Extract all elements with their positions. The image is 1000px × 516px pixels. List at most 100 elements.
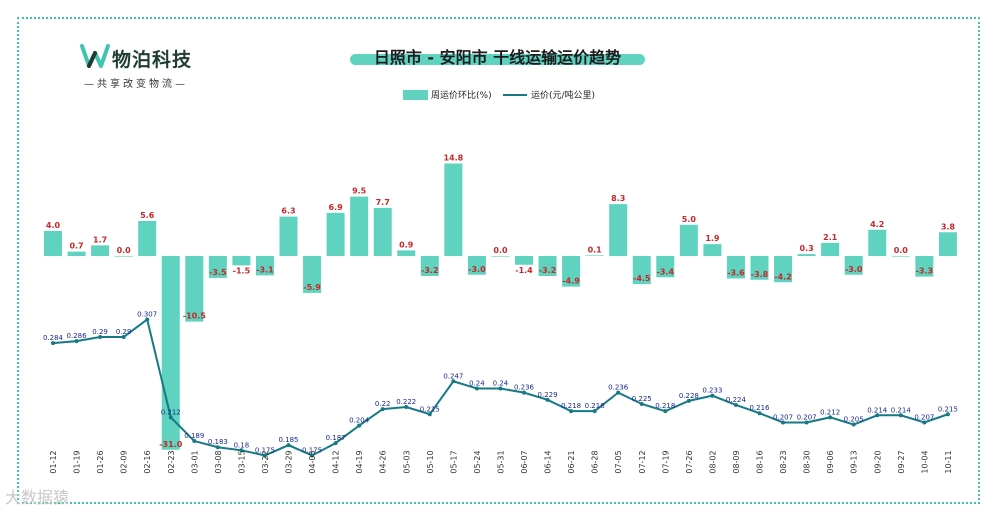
legend-bar-label: 周运价环比(%)	[431, 91, 492, 101]
line-point	[710, 393, 715, 398]
bar	[373, 207, 392, 256]
bar	[208, 256, 227, 278]
line-value-label: 0.212	[820, 408, 840, 416]
line-point	[333, 441, 338, 446]
bar	[938, 232, 957, 256]
bar-value-label: 5.6	[140, 211, 155, 220]
x-tick-label: 09-20	[873, 450, 882, 473]
bar	[609, 204, 628, 256]
line-point	[663, 409, 668, 414]
bar-value-label: -3.2	[539, 266, 557, 275]
line-value-label: 0.218	[585, 402, 605, 410]
legend-bar-swatch	[403, 90, 428, 100]
bar	[114, 256, 133, 257]
line-value-label: 0.214	[891, 406, 912, 414]
line-point	[121, 335, 126, 339]
bar-value-label: -10.5	[183, 312, 206, 321]
bar	[679, 224, 698, 256]
line-point	[51, 341, 55, 346]
line-value-label: 0.286	[67, 332, 88, 340]
bar	[67, 251, 86, 256]
line-point	[380, 407, 385, 412]
line-value-label: 0.207	[773, 413, 793, 421]
bar-value-label: -4.9	[562, 277, 580, 286]
bar	[255, 256, 274, 276]
line-point	[357, 423, 362, 428]
line-point	[569, 409, 574, 414]
bar	[515, 256, 533, 265]
bar	[350, 196, 369, 256]
bar	[467, 256, 486, 275]
bar	[91, 245, 110, 256]
line-value-label: 0.236	[514, 384, 535, 392]
bar	[774, 256, 793, 283]
x-tick-label: 10-11	[944, 450, 953, 473]
bar-value-label: -1.4	[515, 266, 533, 275]
watermark: 大数据猿	[5, 484, 69, 508]
bar	[726, 256, 745, 279]
bar-value-label: -3.2	[421, 266, 439, 275]
line-value-label: 0.29	[92, 328, 108, 336]
bar-value-label: 2.1	[823, 233, 838, 242]
bar-value-label: -3.0	[845, 265, 863, 274]
bar-value-label: 4.0	[46, 221, 61, 230]
line-point	[98, 335, 103, 339]
bar-value-label: -3.3	[916, 267, 934, 276]
bar	[420, 256, 439, 276]
bar-value-label: 0.1	[588, 245, 603, 254]
x-tick-label: 07-26	[685, 450, 694, 473]
line-point	[168, 415, 173, 420]
x-tick-label: 05-03	[402, 450, 411, 473]
x-tick-label: 08-30	[803, 450, 812, 473]
line-point	[286, 443, 291, 448]
bar	[491, 256, 510, 257]
x-tick-label: 03-22	[261, 450, 270, 473]
x-tick-label: 09-13	[850, 450, 859, 473]
line-point	[733, 402, 738, 407]
title-highlight-bar	[350, 54, 645, 65]
bar-value-label: -3.8	[751, 270, 769, 279]
line-point	[215, 445, 220, 450]
x-tick-label: 07-12	[638, 450, 647, 473]
x-tick-label: 07-05	[614, 450, 623, 473]
bar	[703, 244, 722, 256]
bar	[232, 256, 251, 266]
bar-value-label: -3.0	[468, 265, 486, 274]
logo-name: 物泊科技	[112, 49, 193, 71]
line-point	[592, 409, 597, 414]
bar-value-label: 4.2	[870, 220, 884, 229]
x-tick-label: 04-05	[308, 450, 317, 473]
bar	[303, 256, 322, 293]
line-point	[427, 412, 432, 417]
logo-w-icon	[80, 44, 110, 68]
line-point	[851, 422, 856, 427]
line-value-label: 0.29	[116, 328, 132, 336]
bar	[656, 256, 675, 278]
line-value-label: 0.24	[469, 380, 485, 388]
line-point	[74, 339, 79, 344]
line-point	[145, 317, 150, 322]
line-value-label: 0.222	[396, 398, 416, 406]
bar-value-label: -3.5	[209, 268, 227, 277]
line-value-label: 0.214	[867, 406, 888, 414]
bar-value-label: 0.0	[894, 246, 909, 255]
bar-value-label: -3.4	[657, 267, 675, 276]
bar	[538, 256, 557, 276]
line-point	[262, 453, 267, 458]
x-tick-label: 02-16	[143, 450, 152, 473]
bar	[185, 256, 204, 322]
bar	[797, 254, 816, 256]
x-tick-label: 03-29	[285, 450, 294, 473]
x-tick-label: 03-08	[214, 450, 223, 473]
x-tick-label: 04-26	[379, 450, 388, 473]
line-point	[192, 439, 197, 444]
bar	[844, 256, 863, 275]
x-tick-label: 10-04	[920, 450, 929, 473]
x-tick-label: 08-02	[708, 450, 717, 473]
line-value-label: 0.284	[43, 334, 64, 342]
x-tick-label: 02-09	[120, 450, 129, 473]
line-value-label: 0.225	[632, 395, 652, 403]
line-point	[522, 390, 526, 395]
line-point	[239, 448, 244, 453]
bar-value-label: 0.0	[493, 246, 508, 255]
